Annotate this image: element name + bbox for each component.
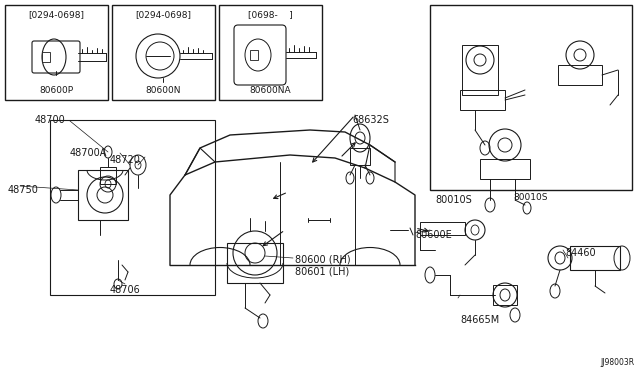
Bar [112, 5, 215, 100]
Text: [0294-0698]: [0294-0698] [29, 10, 84, 19]
Text: 80010S: 80010S [514, 193, 548, 202]
Text: [0294-0698]: [0294-0698] [136, 10, 191, 19]
Text: 80600N: 80600N [146, 86, 181, 95]
Text: 80600E: 80600E [415, 230, 452, 240]
Text: 80600P: 80600P [40, 86, 74, 95]
Text: 48750: 48750 [8, 185, 39, 195]
Text: 48700A: 48700A [70, 148, 108, 158]
Text: 48706: 48706 [110, 285, 141, 295]
Text: [0698-    ]: [0698- ] [248, 10, 293, 19]
Text: 48700: 48700 [35, 115, 66, 125]
Bar [430, 5, 632, 190]
Bar [219, 5, 322, 100]
Text: 80600NA: 80600NA [250, 86, 291, 95]
Bar [350, 148, 370, 165]
Bar [558, 65, 602, 85]
Text: 80600 (RH): 80600 (RH) [295, 255, 351, 265]
Bar [570, 246, 620, 270]
Bar [42, 52, 50, 62]
Bar [460, 90, 505, 110]
Text: 68632S: 68632S [352, 115, 389, 125]
Bar [420, 222, 465, 235]
Bar [227, 243, 283, 283]
Bar [462, 45, 498, 95]
Text: 48720: 48720 [110, 155, 141, 165]
Text: 84460: 84460 [565, 248, 596, 258]
Bar [493, 285, 517, 305]
Text: JJ98003R: JJ98003R [601, 358, 635, 367]
Bar [100, 167, 116, 184]
Text: 80601 (LH): 80601 (LH) [295, 267, 349, 277]
Bar [250, 50, 258, 60]
Bar [78, 170, 128, 220]
Text: 80010S: 80010S [435, 195, 472, 205]
Bar [480, 159, 530, 179]
Text: 84665M: 84665M [460, 315, 499, 325]
Bar [50, 120, 215, 295]
Bar [5, 5, 108, 100]
